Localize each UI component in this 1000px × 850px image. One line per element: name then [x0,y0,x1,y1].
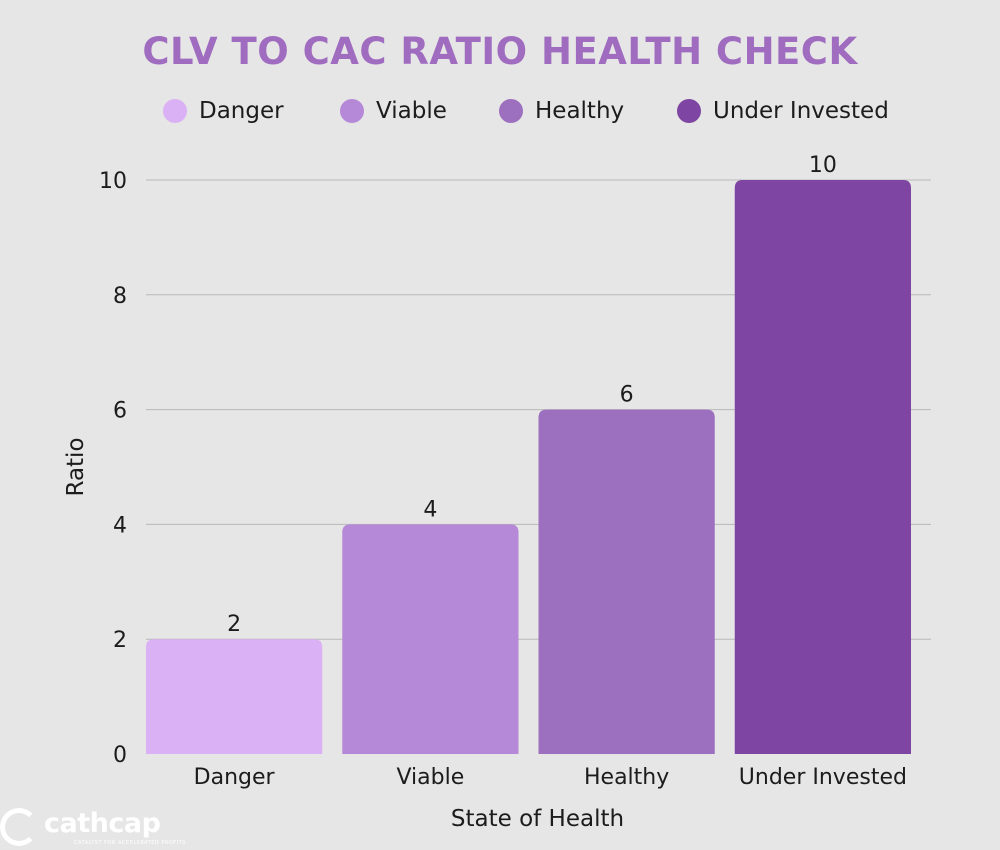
x-tick-label: Viable [396,765,464,790]
cathcap-logo: cathcap CATALYST FOR ACCELERATED PROFITS [0,806,200,850]
x-tick-label: Danger [194,765,276,790]
bar-under-invested [734,180,911,754]
legend-item-under-invested: Under Invested [677,94,889,128]
legend-swatch-viable [340,99,364,123]
chart-legend: Danger Viable Healthy Under Invested [0,94,1000,128]
legend-swatch-healthy [499,99,523,123]
logo-text: cathcap [44,808,161,839]
x-tick-label: Under Invested [739,765,907,790]
bar-viable [342,524,519,754]
bar-value-label: 2 [227,612,241,637]
legend-item-viable: Viable [340,94,447,128]
y-tick-label: 2 [113,628,127,653]
legend-swatch-danger [163,99,187,123]
bar-healthy [538,409,715,754]
y-tick-label: 10 [99,169,127,194]
y-tick-label: 4 [113,513,127,538]
y-tick-label: 8 [113,284,127,309]
y-axis-title: Ratio [63,437,89,496]
bar-value-label: 10 [809,153,837,178]
legend-label-danger: Danger [199,98,284,124]
legend-item-healthy: Healthy [499,94,624,128]
logo-mark-icon [0,808,38,846]
x-tick-label: Healthy [584,765,669,790]
legend-item-danger: Danger [163,94,284,128]
bar-value-label: 6 [620,383,634,408]
legend-label-viable: Viable [376,98,447,124]
bar-danger [146,639,323,754]
chart-title: CLV TO CAC RATIO HEALTH CHECK [142,30,858,73]
legend-label-healthy: Healthy [535,98,625,124]
legend-swatch-under-invested [677,99,701,123]
y-tick-label: 0 [113,743,127,768]
bar-value-label: 4 [423,497,437,522]
x-axis-title: State of Health [451,806,624,832]
logo-tagline: CATALYST FOR ACCELERATED PROFITS [74,840,186,846]
y-tick-label: 6 [113,399,127,424]
legend-label-under-invested: Under Invested [713,98,889,124]
